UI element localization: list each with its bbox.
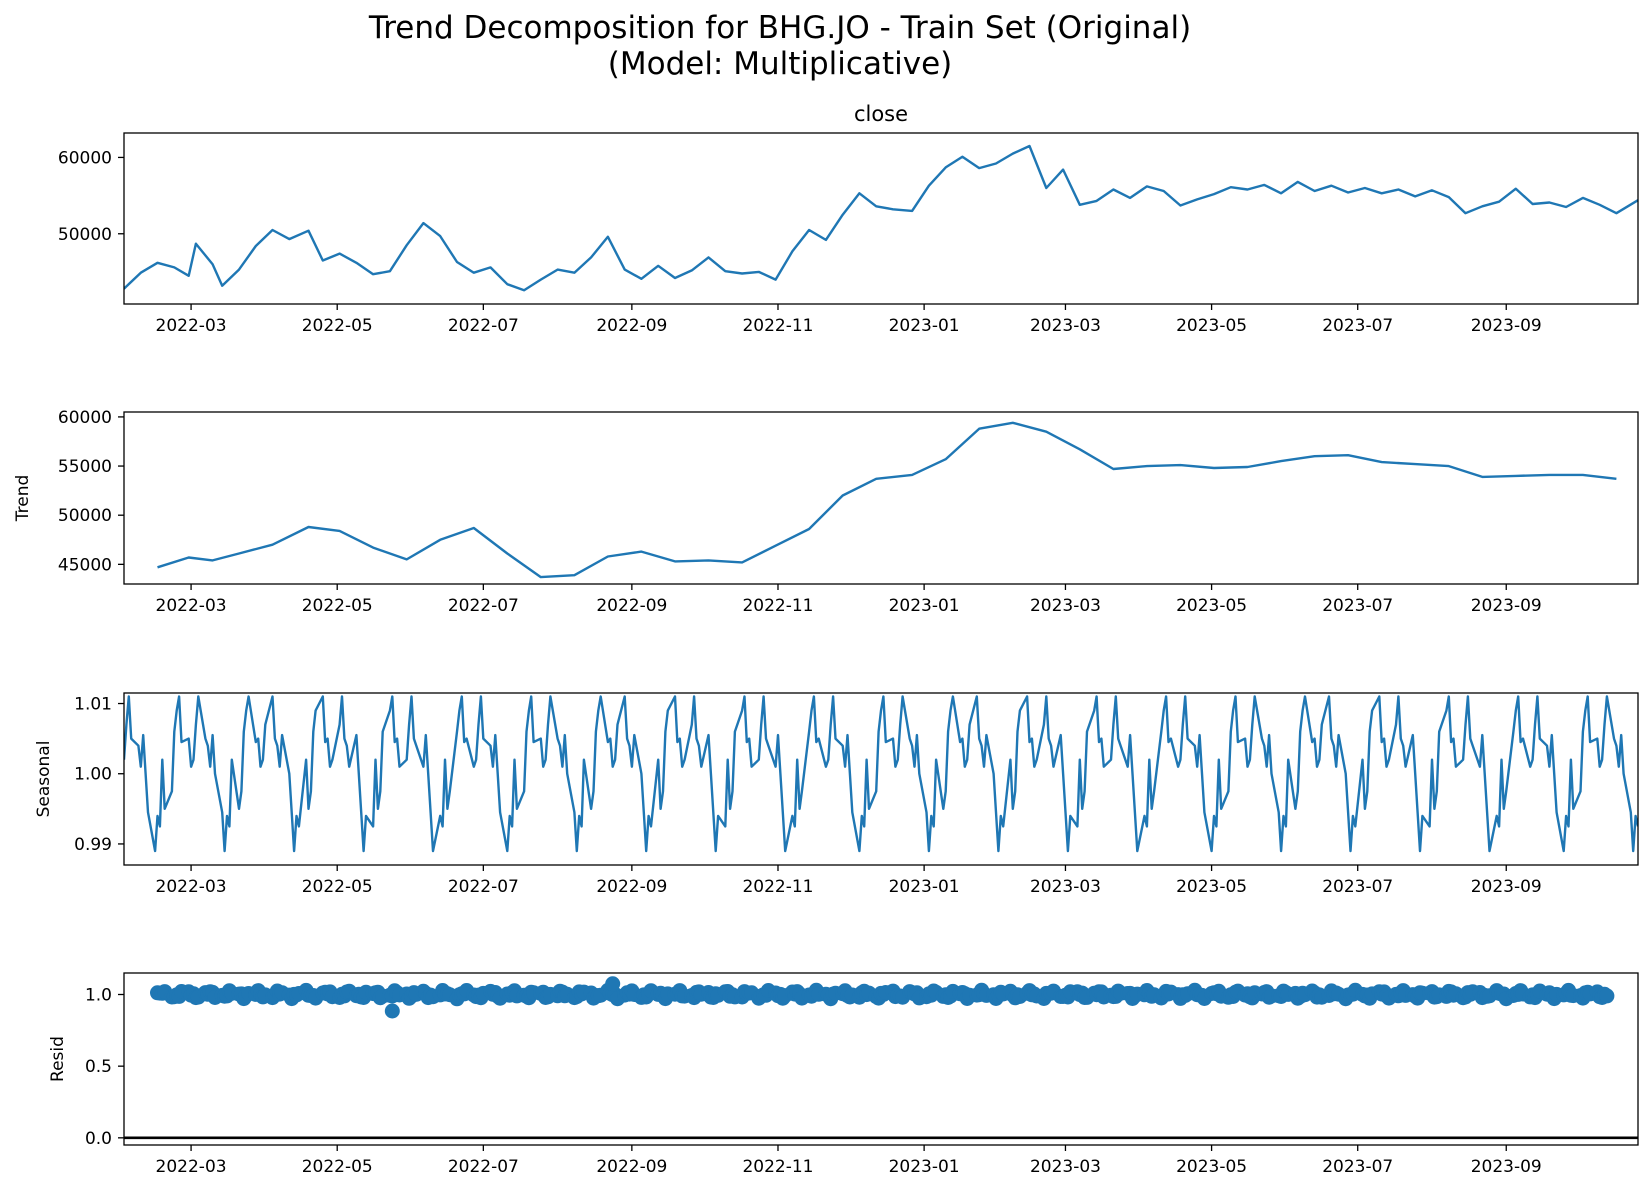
- axes-frame: [123, 692, 1639, 866]
- x-tick-label: 2023-03: [1030, 1157, 1101, 1177]
- resid-point-outlier: [605, 976, 621, 992]
- x-tick-label: 2023-03: [1030, 316, 1101, 336]
- y-tick-label: 1.01: [74, 695, 112, 715]
- x-tick-label: 2022-09: [596, 877, 667, 897]
- x-tick-label: 2023-05: [1176, 316, 1247, 336]
- x-tick-label: 2023-07: [1322, 1157, 1393, 1177]
- axes-frame: [123, 972, 1639, 1146]
- x-tick-label: 2022-05: [302, 596, 373, 616]
- x-tick-label: 2023-09: [1471, 316, 1542, 336]
- x-tick-label: 2023-01: [889, 596, 960, 616]
- y-axis-label: Resid: [48, 1036, 68, 1082]
- series-line-trend: [157, 421, 1617, 579]
- resid-point-outlier: [384, 1003, 400, 1019]
- y-tick-label: 60000: [58, 148, 112, 168]
- panel-4: 0.0 0.5 1.0 2022-03 2022-05 2022-07 2022-09 202…: [48, 972, 1639, 1177]
- x-tick-label: 2022-03: [156, 877, 227, 897]
- figure-title-line1: Trend Decomposition for BHG.JO - Train S…: [368, 10, 1192, 46]
- x-tick-label: 2022-09: [596, 1157, 667, 1177]
- panel-2: 45000 50000 55000 60000 2022-03 2022-05 2022-0…: [13, 408, 1639, 616]
- panel-3: 0.99 1.00 1.01 2022-03 2022-05 2022-07 2022-09…: [34, 692, 1639, 897]
- x-tick-label: 2022-03: [156, 1157, 227, 1177]
- series-line-close: [124, 144, 1638, 292]
- x-tick-label: 2023-05: [1176, 596, 1247, 616]
- y-axis-label: Trend: [13, 475, 33, 523]
- x-tick-label: 2023-03: [1030, 877, 1101, 897]
- x-tick-label: 2022-07: [448, 596, 519, 616]
- x-tick-label: 2023-07: [1322, 877, 1393, 897]
- x-tick-label: 2023-01: [889, 1157, 960, 1177]
- panel-title: close: [854, 102, 908, 126]
- resid-point: [1599, 988, 1615, 1004]
- y-tick-label: 55000: [58, 457, 112, 477]
- x-tick-label: 2022-11: [742, 1157, 813, 1177]
- y-tick-label: 0.0: [85, 1129, 112, 1149]
- y-tick-label: 0.5: [85, 1057, 112, 1077]
- x-tick-label: 2023-01: [889, 877, 960, 897]
- x-tick-label: 2022-03: [156, 316, 227, 336]
- axes-frame: [123, 411, 1639, 585]
- y-tick-label: 0.99: [74, 835, 112, 855]
- y-tick-label: 50000: [58, 506, 112, 526]
- axes-frame: [123, 132, 1639, 305]
- x-tick-label: 2022-07: [448, 316, 519, 336]
- x-tick-label: 2023-01: [889, 316, 960, 336]
- figure-title-line2: (Model: Multiplicative): [607, 46, 953, 82]
- x-tick-label: 2023-09: [1471, 877, 1542, 897]
- x-tick-label: 2022-05: [302, 316, 373, 336]
- x-tick-label: 2023-05: [1176, 877, 1247, 897]
- x-tick-label: 2023-05: [1176, 1157, 1247, 1177]
- panel-1: 50000 60000 2022-03 2022-05 2022-07 2022-09 20…: [58, 102, 1639, 336]
- x-tick-label: 2022-11: [742, 316, 813, 336]
- x-tick-label: 2022-09: [596, 316, 667, 336]
- x-tick-label: 2023-03: [1030, 596, 1101, 616]
- x-tick-label: 2023-07: [1322, 596, 1393, 616]
- y-tick-label: 50000: [58, 225, 112, 245]
- y-tick-label: 1.00: [74, 765, 112, 785]
- x-tick-label: 2022-07: [448, 877, 519, 897]
- x-tick-label: 2023-09: [1471, 1157, 1542, 1177]
- x-tick-label: 2022-03: [156, 596, 227, 616]
- y-tick-label: 60000: [58, 408, 112, 428]
- x-tick-label: 2022-05: [302, 877, 373, 897]
- x-tick-label: 2022-09: [596, 596, 667, 616]
- x-tick-label: 2022-07: [448, 1157, 519, 1177]
- series-line-seasonal: [124, 695, 1638, 853]
- x-tick-label: 2022-11: [742, 877, 813, 897]
- y-tick-label: 45000: [58, 555, 112, 575]
- x-tick-label: 2023-09: [1471, 596, 1542, 616]
- x-tick-label: 2022-05: [302, 1157, 373, 1177]
- y-tick-label: 1.0: [85, 986, 112, 1006]
- x-tick-label: 2023-07: [1322, 316, 1393, 336]
- y-axis-label: Seasonal: [34, 741, 54, 818]
- x-tick-label: 2022-11: [742, 596, 813, 616]
